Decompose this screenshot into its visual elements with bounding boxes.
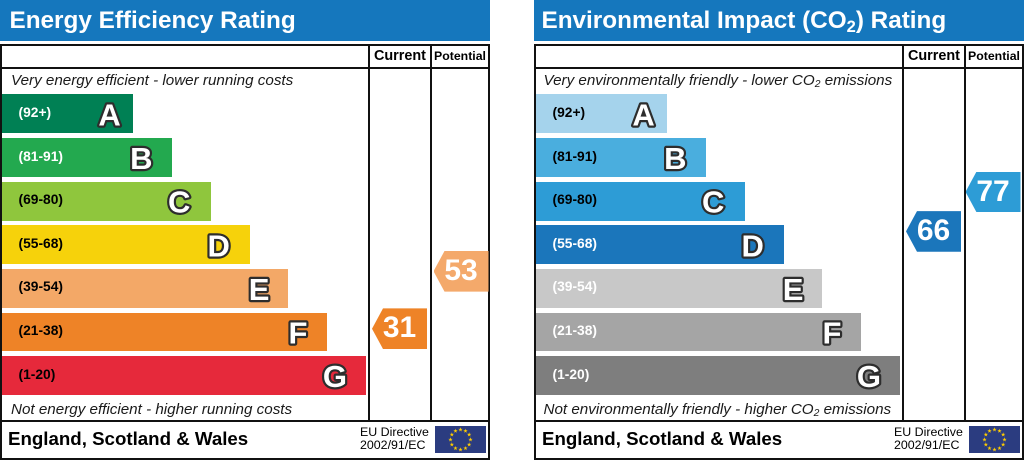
svg-text:D: D <box>742 228 764 263</box>
svg-text:C: C <box>168 185 190 220</box>
svg-text:E: E <box>249 272 270 307</box>
svg-text:G: G <box>857 359 881 394</box>
svg-text:F: F <box>823 316 842 351</box>
svg-text:A: A <box>632 97 654 132</box>
svg-text:C: C <box>702 185 724 220</box>
svg-text:B: B <box>130 141 152 176</box>
svg-text:F: F <box>289 316 308 351</box>
svg-text:B: B <box>664 141 686 176</box>
svg-text:G: G <box>323 359 347 394</box>
svg-text:E: E <box>783 272 804 307</box>
svg-text:D: D <box>208 228 230 263</box>
svg-text:A: A <box>98 97 120 132</box>
